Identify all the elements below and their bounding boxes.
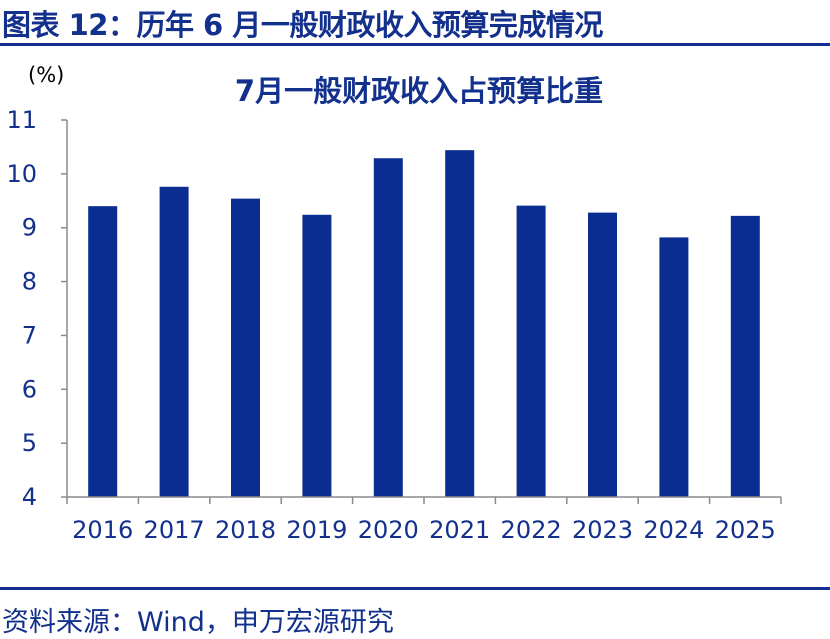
chart-title: 7月一般财政收入占预算比重 <box>235 74 603 108</box>
bar-2017 <box>159 186 189 498</box>
y-tick-label-10: 10 <box>6 160 37 188</box>
bar-2025 <box>730 215 760 497</box>
bar-2018 <box>231 198 260 498</box>
x-tick-label-2024: 2024 <box>643 516 704 544</box>
x-ticks-group: 2016 2017 2018 2019 2020 2021 2022 2023 2024 2025 <box>66 497 782 544</box>
y-tick-label-8: 8 <box>22 268 37 296</box>
x-tick-label-2016: 2016 <box>72 516 133 544</box>
x-tick-label-2020: 2020 <box>358 516 419 544</box>
y-tick-label-4: 4 <box>22 483 37 511</box>
x-tick-label-2019: 2019 <box>286 516 347 544</box>
bar-2024 <box>659 237 689 497</box>
x-tick-label-2025: 2025 <box>715 516 776 544</box>
bar-2023 <box>588 212 617 498</box>
y-axis-unit-label: (%) <box>28 63 64 87</box>
bar-2022 <box>516 205 546 497</box>
figure-title: 图表 12：历年 6 月一般财政收入预算完成情况 <box>2 8 603 42</box>
figure-header: 图表 12：历年 6 月一般财政收入预算完成情况 <box>0 0 830 44</box>
y-ticks-group: 4 5 6 7 8 9 10 11 <box>6 106 67 511</box>
x-tick-label-2017: 2017 <box>144 516 205 544</box>
x-tick-label-2018: 2018 <box>215 516 276 544</box>
y-tick-label-9: 9 <box>22 214 37 242</box>
bar-2019 <box>302 214 332 497</box>
y-tick-label-7: 7 <box>22 321 37 349</box>
bar-2016 <box>88 206 118 497</box>
header-rule <box>0 43 830 46</box>
footer-rule <box>0 587 830 590</box>
x-tick-label-2023: 2023 <box>572 516 633 544</box>
y-tick-label-11: 11 <box>6 106 37 134</box>
bar-2021 <box>445 150 475 497</box>
source-note: 资料来源：Wind，申万宏源研究 <box>2 607 394 638</box>
y-tick-label-5: 5 <box>22 429 37 457</box>
bar-2020 <box>373 158 403 497</box>
bars-group <box>88 150 760 498</box>
x-tick-label-2022: 2022 <box>501 516 562 544</box>
y-tick-label-6: 6 <box>22 375 37 403</box>
x-tick-label-2021: 2021 <box>429 516 490 544</box>
